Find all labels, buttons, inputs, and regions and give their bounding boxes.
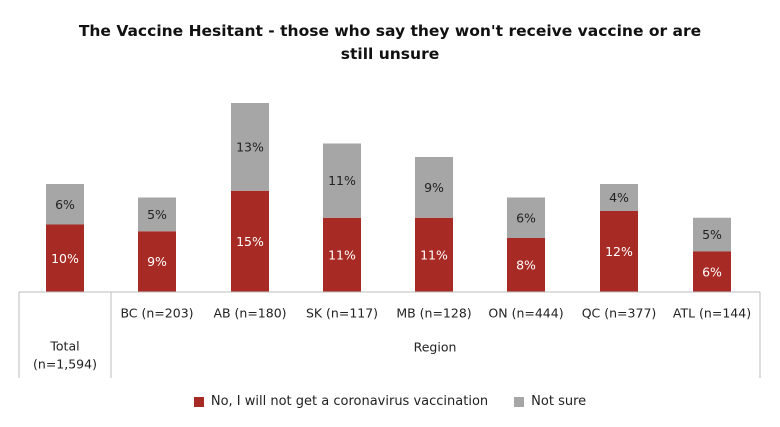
bar-not-sure-2 xyxy=(231,103,269,191)
data-label-not-sure-0: 6% xyxy=(55,197,75,212)
legend-item-no: No, I will not get a coronavirus vaccina… xyxy=(193,394,489,409)
bar-no-4 xyxy=(415,217,453,292)
x-tick-label-7: ATL (n=144) xyxy=(673,306,751,321)
x-group-label-region: Region xyxy=(414,340,457,355)
x-tick-label-3: SK (n=117) xyxy=(306,306,378,321)
x-tick-label-6: QC (n=377) xyxy=(582,306,657,321)
x-tick-label-1: BC (n=203) xyxy=(120,306,193,321)
data-label-no-5: 8% xyxy=(516,258,536,273)
bar-no-1 xyxy=(138,231,176,292)
bar-not-sure-6 xyxy=(600,184,638,211)
bar-no-3 xyxy=(323,217,361,292)
data-label-no-2: 15% xyxy=(236,234,264,249)
bar-no-6 xyxy=(600,211,638,292)
legend-label-no: No, I will not get a coronavirus vaccina… xyxy=(210,394,489,409)
x-tick-label-4: MB (n=128) xyxy=(396,306,471,321)
data-label-no-6: 12% xyxy=(605,244,633,259)
legend-item-not-sure: Not sure xyxy=(514,394,586,409)
data-label-no-3: 11% xyxy=(328,247,356,262)
bar-not-sure-0 xyxy=(46,184,84,225)
x-group-label-total-1: (n=1,594) xyxy=(33,357,97,372)
data-label-not-sure-5: 6% xyxy=(516,210,536,225)
bar-no-2 xyxy=(231,190,269,292)
x-group-label-total-0: Total xyxy=(49,339,79,354)
bar-not-sure-3 xyxy=(323,143,361,218)
bar-not-sure-4 xyxy=(415,157,453,218)
data-label-no-0: 10% xyxy=(51,251,79,266)
data-label-no-4: 11% xyxy=(420,247,448,262)
bar-no-5 xyxy=(507,238,545,292)
bar-not-sure-1 xyxy=(138,197,176,232)
x-tick-label-2: AB (n=180) xyxy=(213,306,286,321)
legend-swatch-no xyxy=(193,396,204,407)
data-label-not-sure-1: 5% xyxy=(147,207,167,222)
data-label-not-sure-7: 5% xyxy=(702,227,722,242)
bar-no-0 xyxy=(46,224,84,292)
data-label-not-sure-2: 13% xyxy=(236,139,264,154)
legend-swatch-not-sure xyxy=(514,396,525,407)
data-label-no-1: 9% xyxy=(147,254,167,269)
data-label-not-sure-3: 11% xyxy=(328,173,356,188)
legend-label-not-sure: Not sure xyxy=(531,394,587,409)
data-label-not-sure-4: 9% xyxy=(424,180,444,195)
data-label-not-sure-6: 4% xyxy=(609,190,629,205)
chart-title: The Vaccine Hesitant - those who say the… xyxy=(78,22,702,63)
bar-not-sure-5 xyxy=(507,197,545,238)
bar-not-sure-7 xyxy=(693,217,731,252)
bar-no-7 xyxy=(693,251,731,292)
x-tick-label-5: ON (n=444) xyxy=(488,306,563,321)
legend: No, I will not get a coronavirus vaccina… xyxy=(0,394,780,409)
data-label-no-7: 6% xyxy=(702,264,722,279)
